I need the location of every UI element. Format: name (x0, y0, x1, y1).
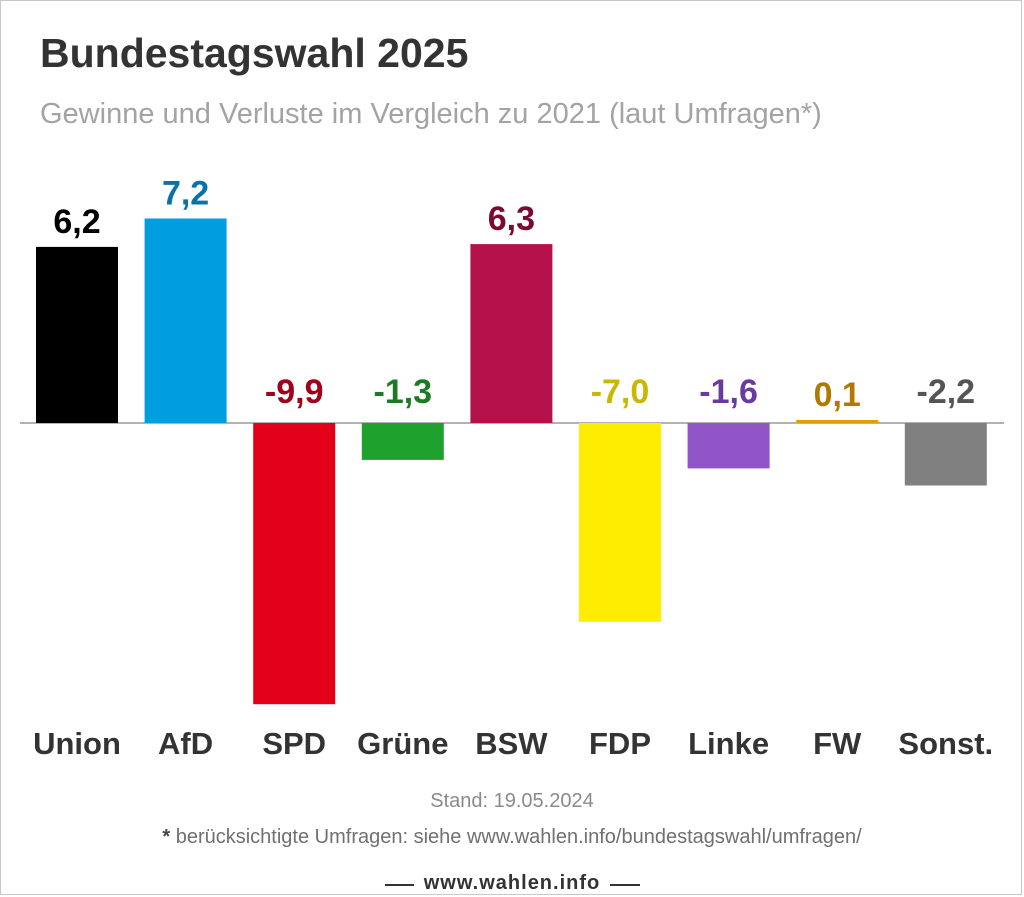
value-label: -9,9 (265, 373, 324, 411)
category-label: Sonst. (898, 726, 993, 761)
category-label: Linke (688, 726, 769, 761)
stand-date: Stand: 19.05.2024 (430, 790, 594, 812)
category-label: Grüne (357, 726, 448, 761)
bar-afd (144, 218, 227, 423)
category-label: FDP (589, 726, 651, 761)
bar-sonst (904, 423, 987, 486)
category-label: FW (813, 726, 862, 761)
category-label: SPD (262, 726, 326, 761)
brand-footer: www.wahlen.info (0, 872, 1024, 895)
footnote-star: * (162, 826, 171, 848)
category-label: Union (33, 726, 121, 761)
value-label: -1,3 (374, 373, 433, 411)
value-label: 0,1 (814, 376, 861, 414)
bar-spd (253, 423, 336, 705)
value-label: 6,2 (53, 203, 100, 241)
value-label: -2,2 (917, 373, 976, 411)
value-label: -7,0 (591, 373, 650, 411)
bar-linke (687, 423, 770, 469)
chart-subtitle: Gewinne und Verluste im Vergleich zu 202… (40, 98, 822, 130)
chart-title: Bundestagswahl 2025 (40, 30, 469, 76)
bar-bsw (470, 244, 553, 423)
footnote: * berücksichtigte Umfragen: siehe www.wa… (0, 826, 1024, 849)
brand-text: www.wahlen.info (413, 872, 611, 894)
value-label: 7,2 (162, 175, 209, 213)
value-label: -1,6 (699, 373, 758, 411)
category-label: BSW (475, 726, 548, 761)
footnote-text: berücksichtigte Umfragen: siehe www.wahl… (175, 826, 862, 848)
bar-fdp (579, 423, 661, 622)
value-label: 6,3 (488, 200, 535, 238)
category-label: AfD (158, 726, 213, 761)
bar-fw (796, 420, 879, 423)
bar-grne (361, 423, 444, 460)
bar-union (36, 246, 118, 423)
